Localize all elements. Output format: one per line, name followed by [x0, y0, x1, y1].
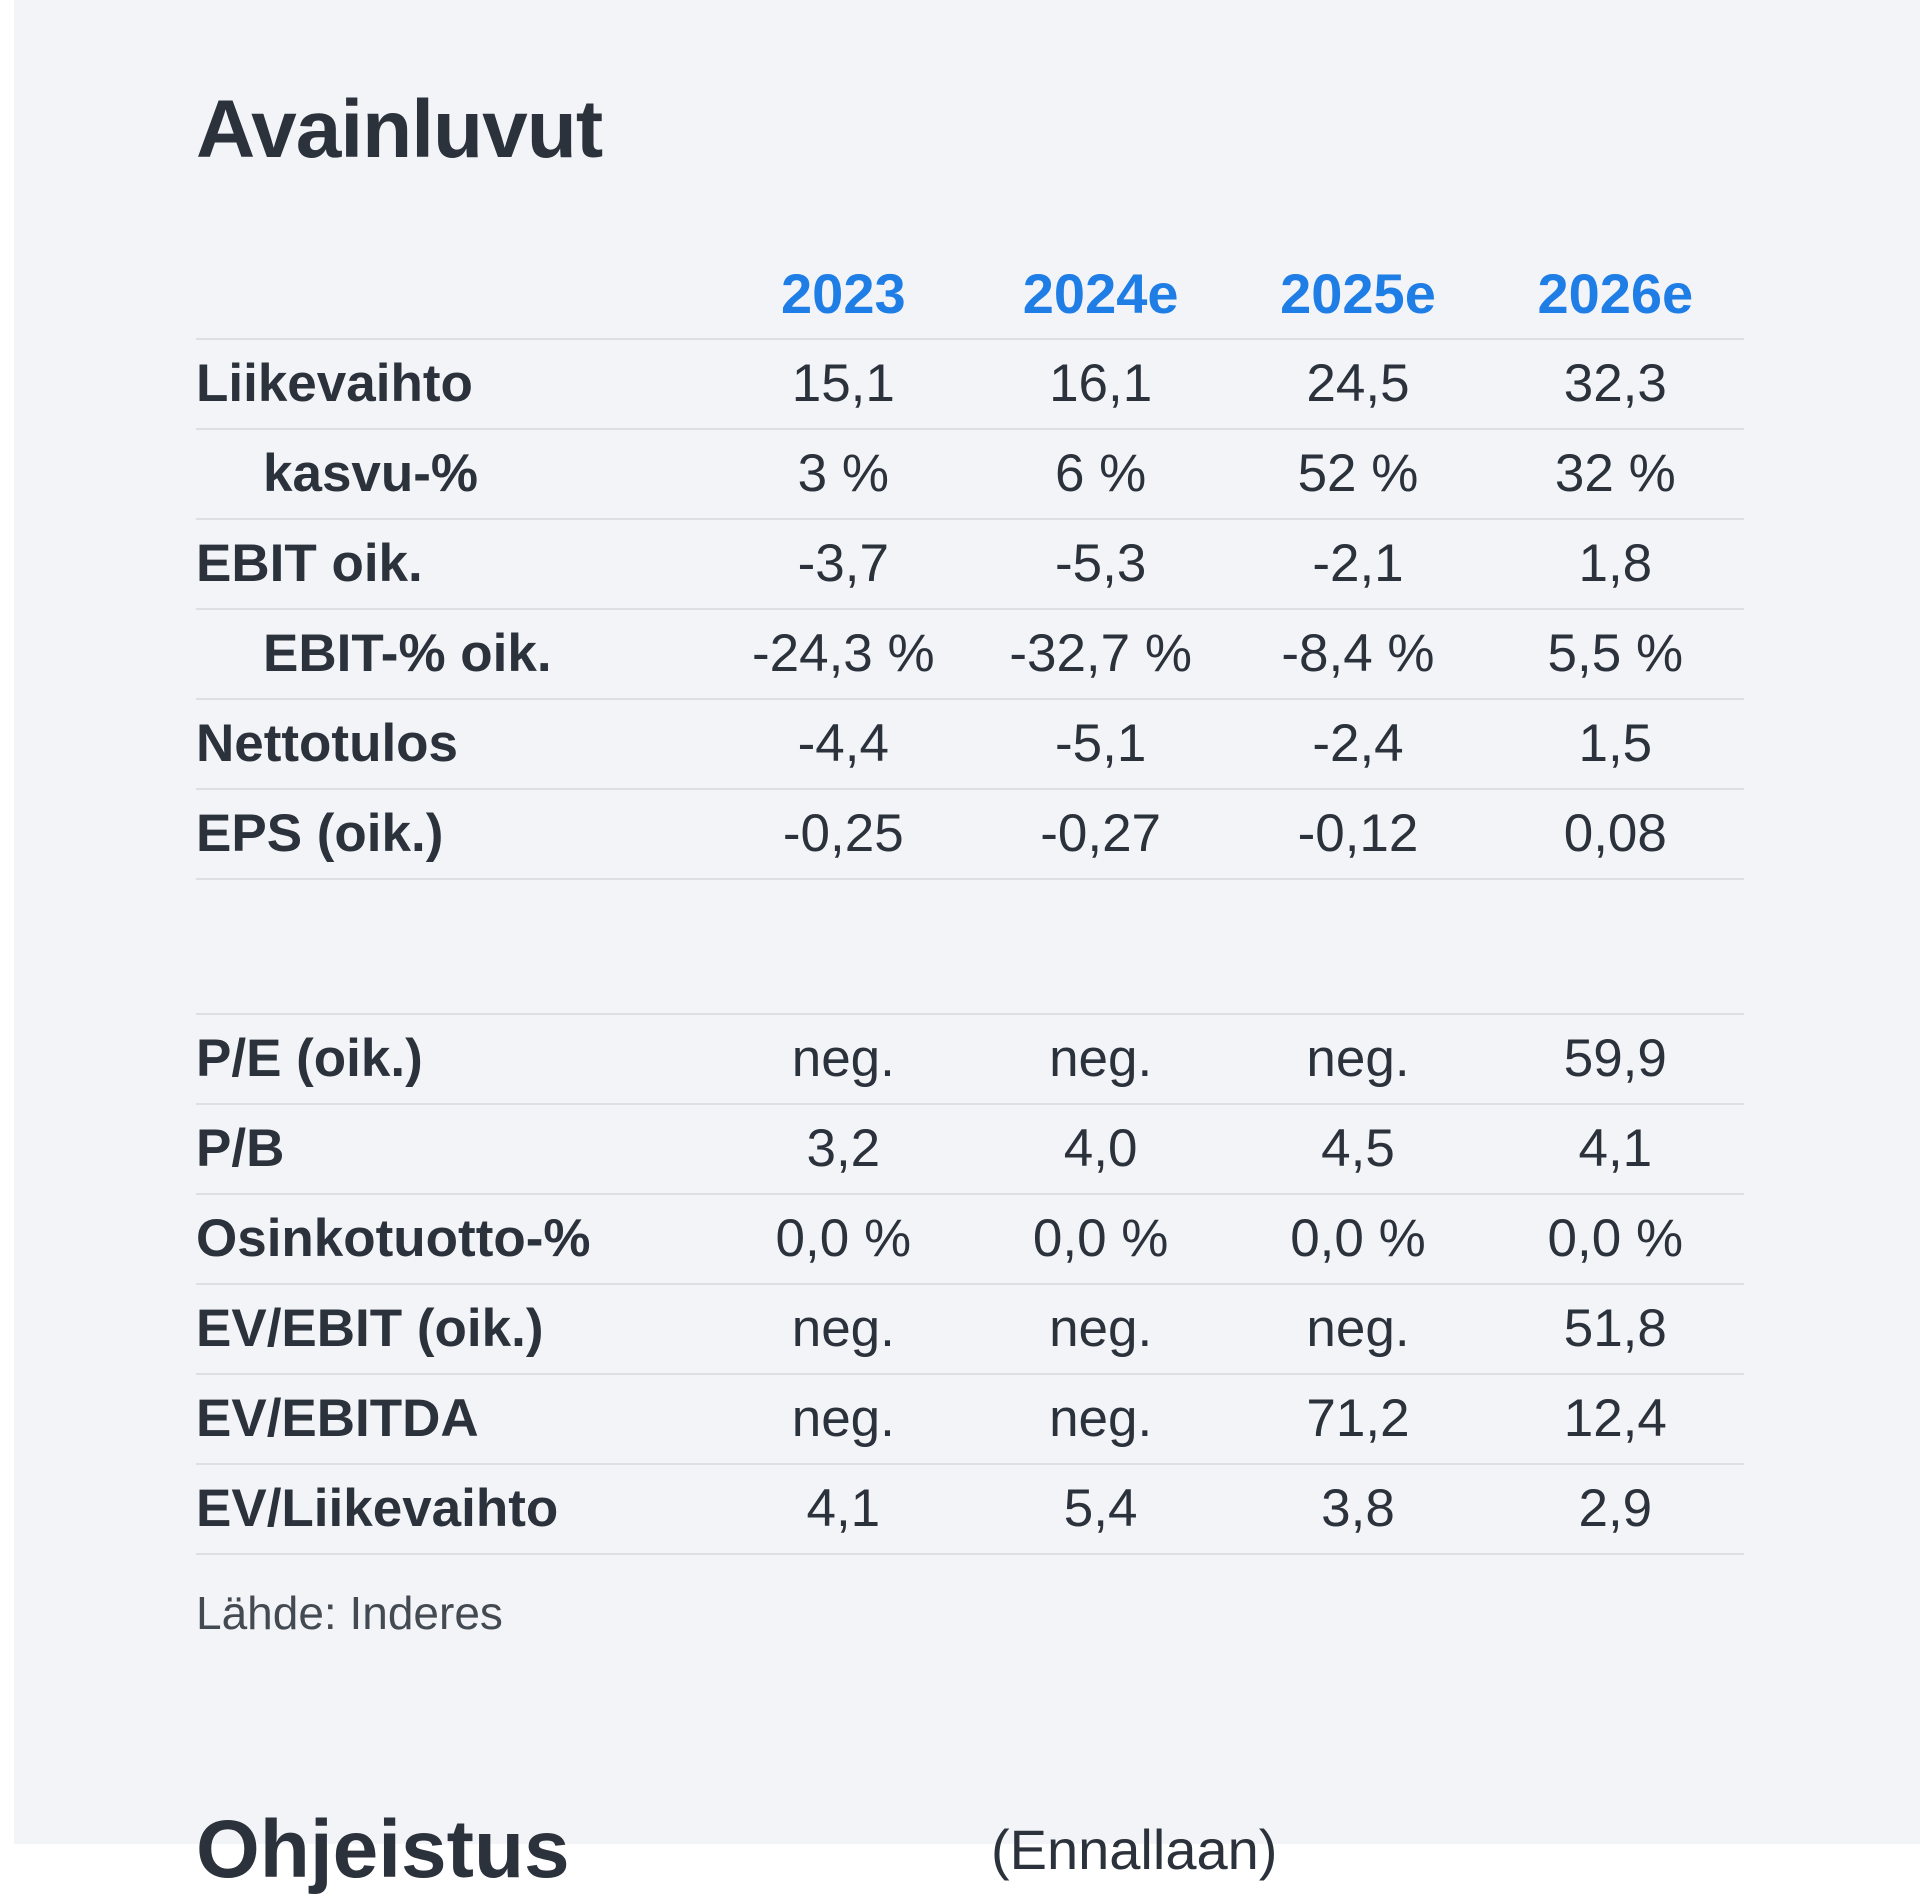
value-cell: -2,4 — [1229, 699, 1487, 790]
table-row: EV/EBIT (oik.) neg. neg. neg. 51,8 — [196, 1284, 1744, 1375]
table-row: Nettotulos -4,4 -5,1 -2,4 1,5 — [196, 699, 1744, 790]
value-cell: 52 % — [1229, 429, 1487, 520]
value-cell: -5,1 — [971, 699, 1230, 790]
value-cell: neg. — [971, 1284, 1230, 1375]
row-label: EPS (oik.) — [196, 789, 715, 880]
key-figures-table: 2023 2024e 2025e 2026e Liikevaihto 15,1 16… — [196, 250, 1744, 880]
value-cell: 5,4 — [971, 1464, 1230, 1555]
row-label: EBIT oik. — [196, 519, 715, 610]
value-cell: -0,25 — [714, 789, 972, 880]
value-cell: -8,4 % — [1229, 609, 1487, 700]
year-header: 2025e — [1229, 250, 1487, 340]
value-cell: neg. — [714, 1374, 972, 1465]
source-note: Lähde: Inderes — [196, 1587, 503, 1639]
value-cell: neg. — [714, 1284, 972, 1375]
value-cell: 32,3 — [1486, 339, 1744, 430]
value-cell: 4,5 — [1229, 1104, 1487, 1195]
table-row: EV/Liikevaihto 4,1 5,4 3,8 2,9 — [196, 1464, 1744, 1555]
value-cell: -5,3 — [971, 519, 1230, 610]
value-cell: 5,5 % — [1486, 609, 1744, 700]
value-cell: 24,5 — [1229, 339, 1487, 430]
value-cell: 15,1 — [714, 339, 972, 430]
value-cell: neg. — [714, 1013, 972, 1105]
value-cell: 4,0 — [971, 1104, 1230, 1195]
row-label: Osinkotuotto-% — [196, 1194, 715, 1285]
row-label: kasvu-% — [196, 429, 715, 520]
value-cell: 0,08 — [1486, 789, 1744, 880]
table-row: P/E (oik.) neg. neg. neg. 59,9 — [196, 1013, 1744, 1105]
value-cell: -4,4 — [714, 699, 972, 790]
page-title: Avainluvut — [196, 84, 603, 175]
row-label: Liikevaihto — [196, 339, 715, 430]
table-row: Osinkotuotto-% 0,0 % 0,0 % 0,0 % 0,0 % — [196, 1194, 1744, 1285]
valuation-table: P/E (oik.) neg. neg. neg. 59,9 P/B 3,2 4,0 4,5 4,… — [196, 1013, 1744, 1555]
value-cell: 0,0 % — [971, 1194, 1230, 1285]
value-cell: neg. — [971, 1374, 1230, 1465]
year-header: 2023 — [714, 250, 972, 340]
row-label: EBIT-% oik. — [196, 609, 715, 700]
table-row: P/B 3,2 4,0 4,5 4,1 — [196, 1104, 1744, 1195]
guidance-heading: Ohjeistus — [196, 1804, 570, 1895]
value-cell: neg. — [1229, 1284, 1487, 1375]
table-row: EBIT-% oik. -24,3 % -32,7 % -8,4 % 5,5 % — [196, 609, 1744, 700]
row-label: Nettotulos — [196, 699, 715, 790]
row-label: P/B — [196, 1104, 715, 1195]
value-cell: 6 % — [971, 429, 1230, 520]
value-cell: 0,0 % — [714, 1194, 972, 1285]
value-cell: -3,7 — [714, 519, 972, 610]
value-cell: 0,0 % — [1486, 1194, 1744, 1285]
guidance-note: (Ennallaan) — [991, 1818, 1278, 1881]
value-cell: -2,1 — [1229, 519, 1487, 610]
row-label: EV/Liikevaihto — [196, 1464, 715, 1555]
year-header: 2026e — [1486, 250, 1744, 340]
header-blank-cell — [196, 250, 715, 340]
value-cell: 51,8 — [1486, 1284, 1744, 1375]
table-row: EPS (oik.) -0,25 -0,27 -0,12 0,08 — [196, 789, 1744, 880]
row-label: EV/EBITDA — [196, 1374, 715, 1465]
value-cell: -0,27 — [971, 789, 1230, 880]
value-cell: 3,2 — [714, 1104, 972, 1195]
value-cell: 16,1 — [971, 339, 1230, 430]
row-label: EV/EBIT (oik.) — [196, 1284, 715, 1375]
value-cell: 2,9 — [1486, 1464, 1744, 1555]
value-cell: neg. — [971, 1013, 1230, 1105]
value-cell: 0,0 % — [1229, 1194, 1487, 1285]
value-cell: 3,8 — [1229, 1464, 1487, 1555]
value-cell: -0,12 — [1229, 789, 1487, 880]
value-cell: 59,9 — [1486, 1013, 1744, 1105]
table-row: kasvu-% 3 % 6 % 52 % 32 % — [196, 429, 1744, 520]
row-label: P/E (oik.) — [196, 1013, 715, 1105]
value-cell: 4,1 — [1486, 1104, 1744, 1195]
value-cell: 71,2 — [1229, 1374, 1487, 1465]
value-cell: -32,7 % — [971, 609, 1230, 700]
value-cell: 1,5 — [1486, 699, 1744, 790]
value-cell: 1,8 — [1486, 519, 1744, 610]
table-row: Liikevaihto 15,1 16,1 24,5 32,3 — [196, 339, 1744, 430]
table-row: EV/EBITDA neg. neg. 71,2 12,4 — [196, 1374, 1744, 1465]
year-header: 2024e — [971, 250, 1230, 340]
content-panel: Avainluvut 2023 2024e 2025e 2026e Liikev… — [14, 0, 1920, 1895]
value-cell: 4,1 — [714, 1464, 972, 1555]
value-cell: 32 % — [1486, 429, 1744, 520]
value-cell: 12,4 — [1486, 1374, 1744, 1465]
table-row: EBIT oik. -3,7 -5,3 -2,1 1,8 — [196, 519, 1744, 610]
year-header-row: 2023 2024e 2025e 2026e — [196, 250, 1744, 340]
value-cell: -24,3 % — [714, 609, 972, 700]
value-cell: 3 % — [714, 429, 972, 520]
value-cell: neg. — [1229, 1013, 1487, 1105]
